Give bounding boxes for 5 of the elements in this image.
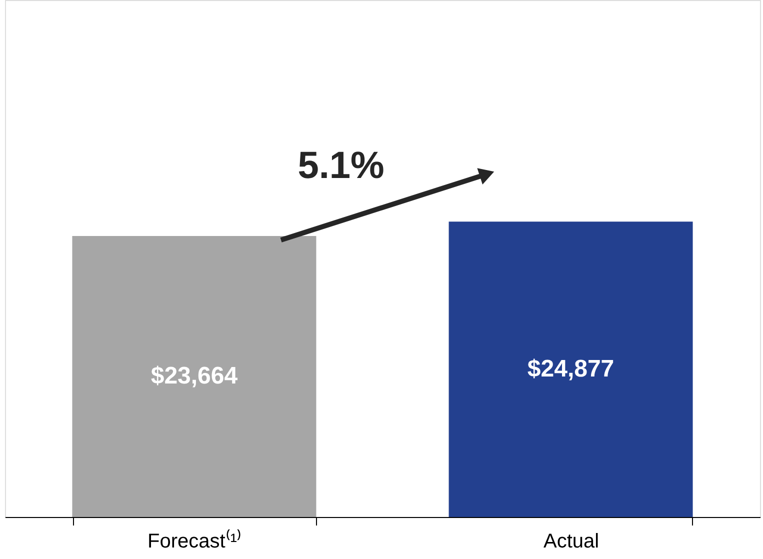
data-label: $24,877 (527, 355, 614, 382)
x-tick-label: Forecast⁽¹⁾ (147, 528, 242, 552)
data-label: $23,664 (150, 362, 238, 390)
text: 5.1% (298, 145, 384, 187)
x-tick-label: Actual (543, 530, 600, 552)
